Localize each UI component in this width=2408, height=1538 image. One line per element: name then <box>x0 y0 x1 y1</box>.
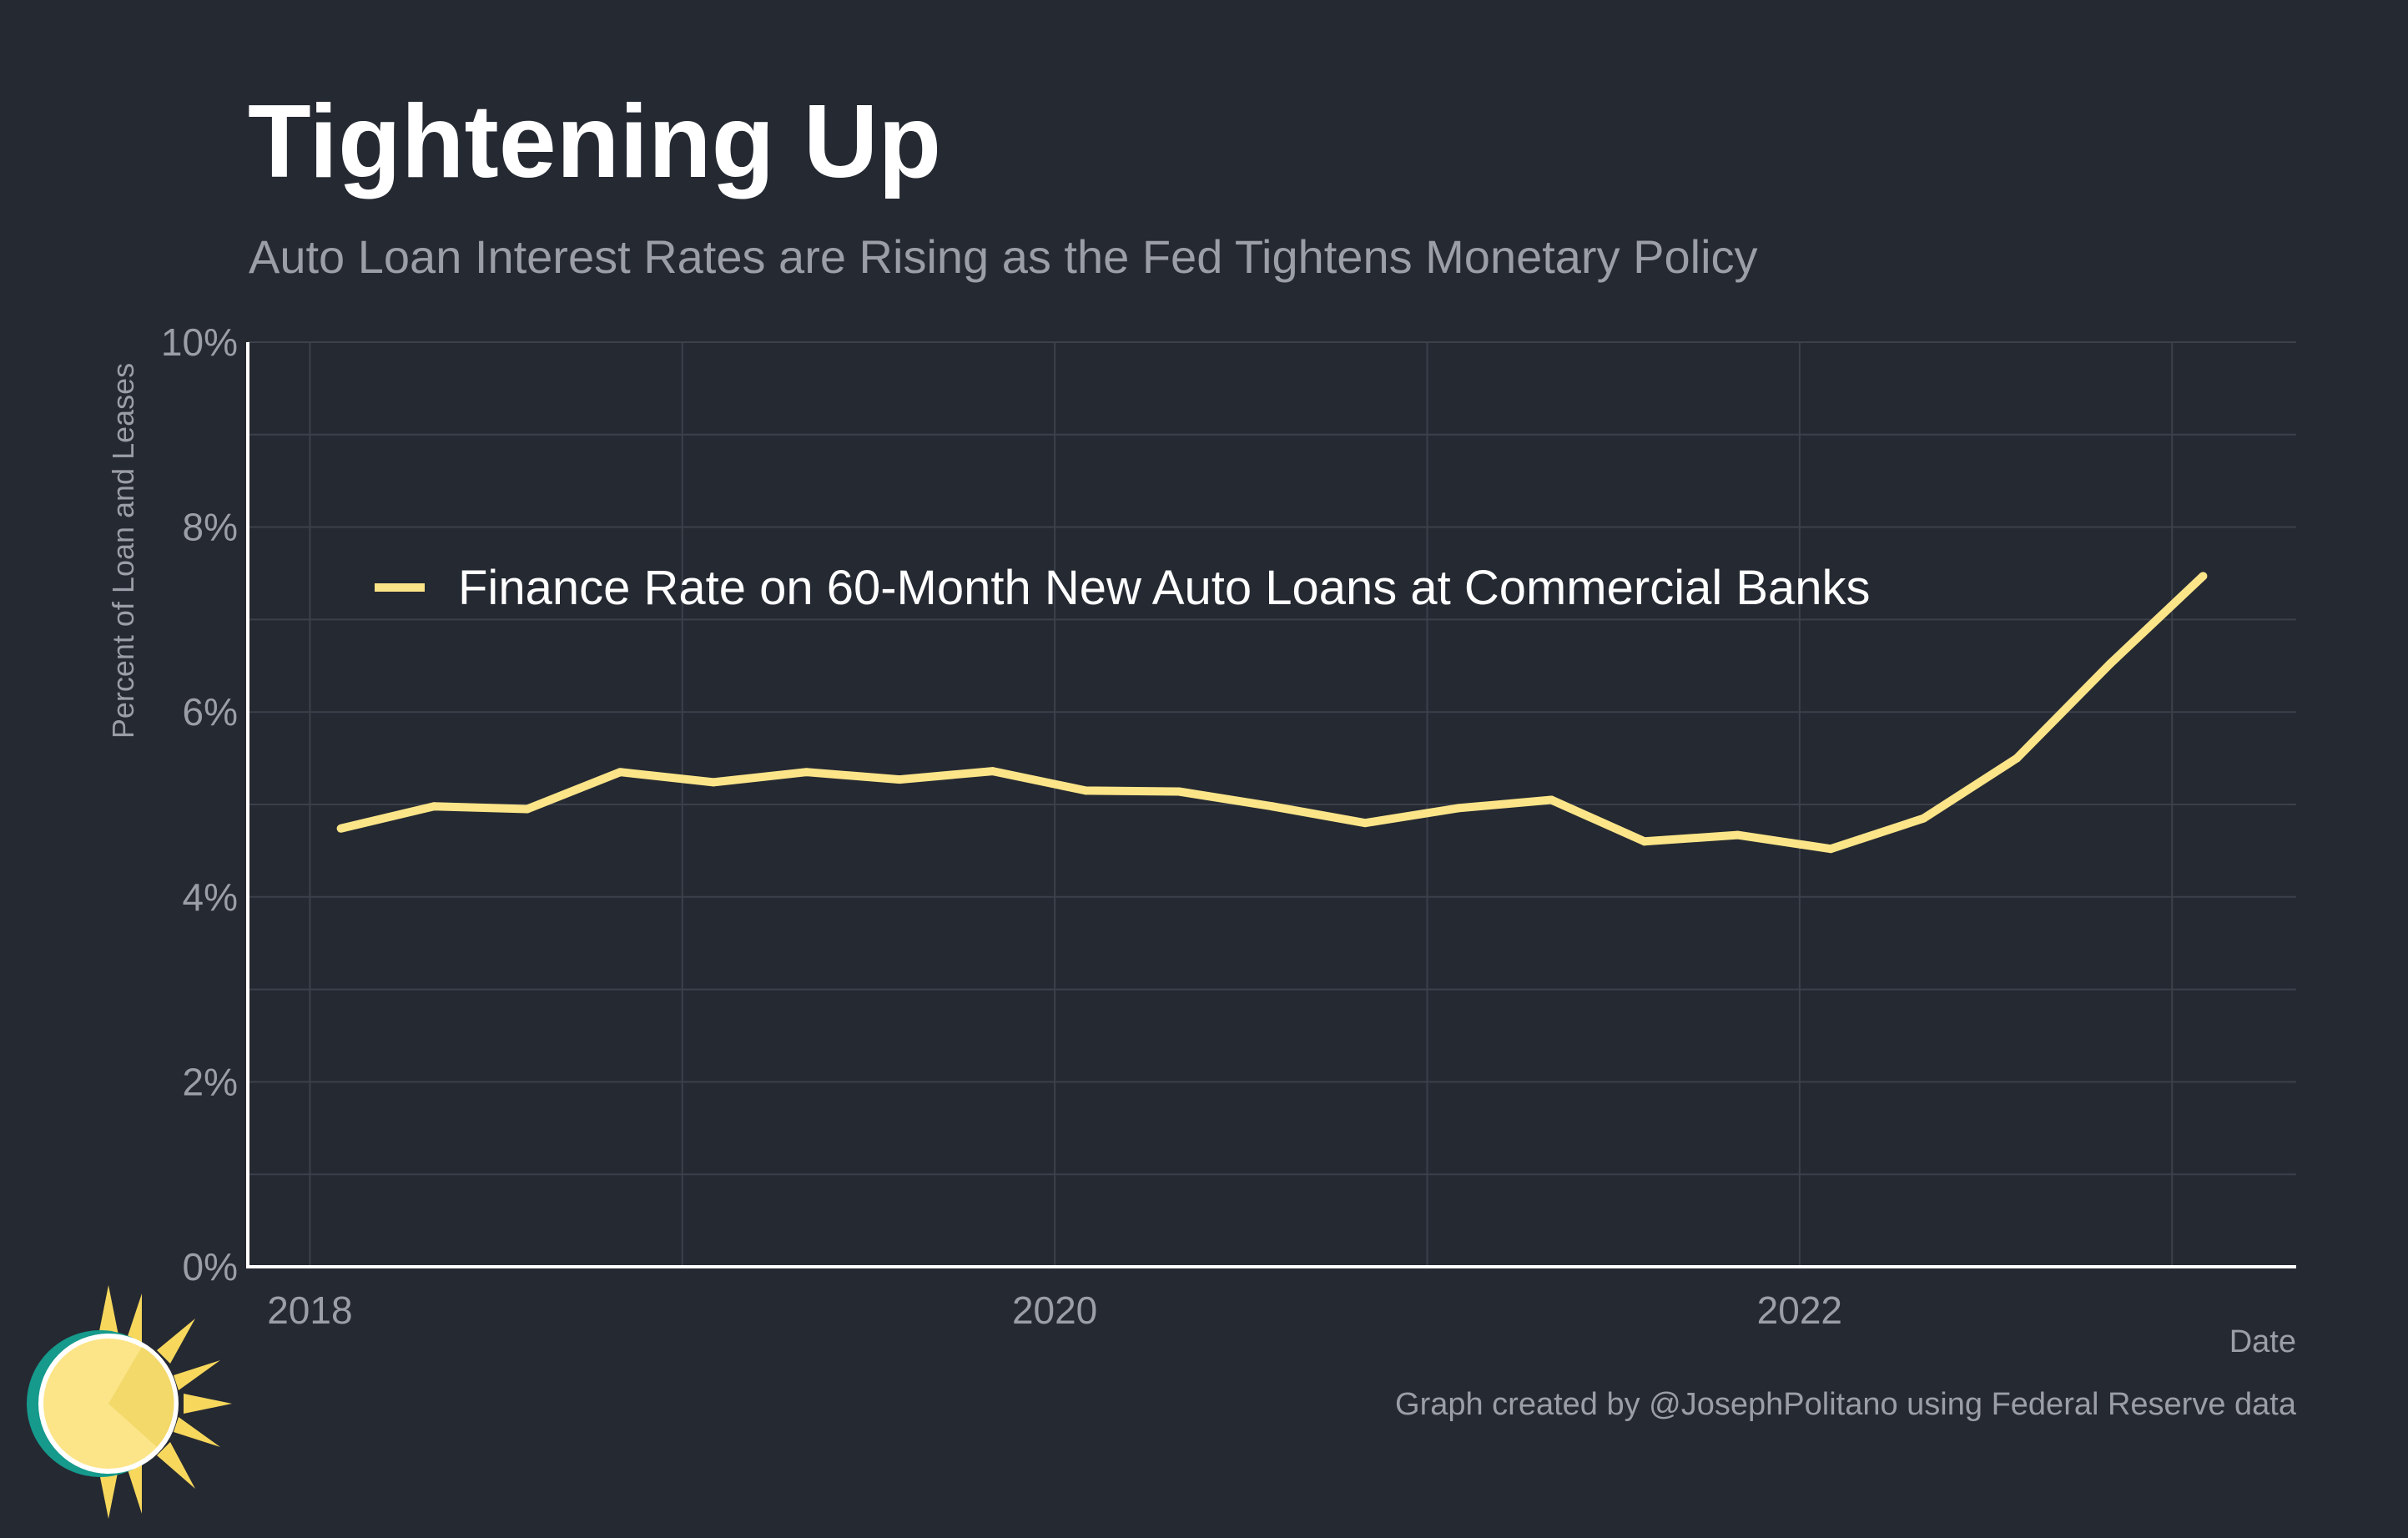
y-tick-label: 4% <box>183 875 238 919</box>
data-point <box>1174 787 1183 796</box>
chart-subtitle: Auto Loan Interest Rates are Rising as t… <box>249 230 1758 283</box>
data-point <box>430 802 439 811</box>
y-tick-label: 0% <box>183 1245 238 1288</box>
data-point <box>802 768 811 777</box>
y-tick-label: 8% <box>183 506 238 549</box>
sun-logo-icon <box>27 1285 232 1519</box>
legend: Finance Rate on 60-Month New Auto Loans … <box>375 561 1871 615</box>
data-point <box>1453 804 1463 813</box>
data-point <box>616 768 625 777</box>
data-point <box>708 778 718 787</box>
y-axis-label: Percent of Loan and Leases <box>106 363 140 739</box>
data-point <box>988 767 997 776</box>
x-axis-label: Date <box>2229 1324 2296 1359</box>
axes <box>246 342 2296 1268</box>
data-point <box>1081 786 1091 795</box>
x-tick-label: 2018 <box>267 1288 352 1332</box>
y-tick-label: 6% <box>183 690 238 734</box>
data-point <box>1547 795 1556 804</box>
data-point <box>1826 845 1836 854</box>
series-group <box>336 572 2208 854</box>
data-point <box>1267 802 1277 811</box>
data-point <box>2013 754 2022 763</box>
chart-title: Tightening Up <box>248 84 942 199</box>
data-point <box>1361 819 1370 828</box>
data-point <box>2105 659 2114 668</box>
data-point <box>1919 814 1928 823</box>
data-point <box>336 824 345 833</box>
y-tick-label: 2% <box>183 1060 238 1103</box>
data-point <box>1640 837 1649 846</box>
x-tick-label: 2022 <box>1757 1288 1842 1332</box>
y-tick-labels: 0% 2% 4% 6% 8% 10% <box>161 320 238 1288</box>
data-point <box>1733 830 1742 840</box>
data-point <box>522 804 531 814</box>
x-tick-labels: 2018 2020 2022 <box>267 1288 1842 1332</box>
x-tick-label: 2020 <box>1012 1288 1097 1332</box>
source-caption: Graph created by @JosephPolitano using F… <box>1395 1387 2296 1422</box>
legend-label: Finance Rate on 60-Month New Auto Loans … <box>458 561 1871 615</box>
y-tick-label: 10% <box>161 320 238 364</box>
data-point <box>2199 572 2208 581</box>
data-point <box>895 775 904 784</box>
